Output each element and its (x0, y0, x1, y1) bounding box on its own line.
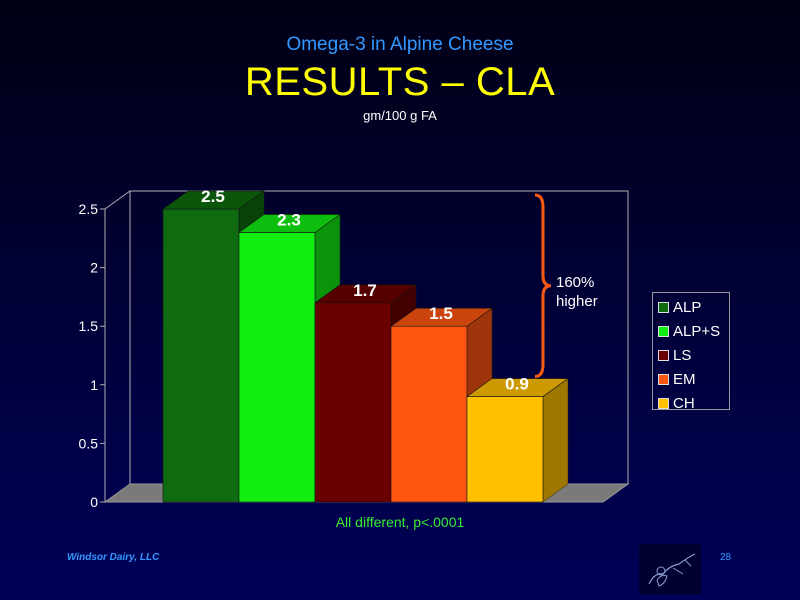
legend-item-em: EM (658, 367, 729, 391)
legend-item-ls: LS (658, 343, 729, 367)
chart-legend: ALP ALP+S LS EM CH (652, 292, 730, 412)
legend-item-alp-s: ALP+S (658, 319, 729, 343)
bar-top-alp (162, 190, 265, 210)
chart-side-wall-top (104, 190, 131, 210)
legend-label-ch: CH (673, 394, 695, 412)
data-label-alp-s: 2.3 (277, 210, 301, 229)
legend-item-alp: ALP (658, 295, 729, 319)
bar-em (390, 325, 468, 503)
logo-image (639, 544, 701, 594)
chart-title: RESULTS – CLA (244, 60, 556, 104)
annotation-line-1: 160% (556, 274, 595, 291)
page-number: 28 (720, 552, 732, 563)
legend-label-em: EM (673, 370, 696, 388)
legend-swatch-ch (658, 397, 669, 409)
legend-label-alp-s: ALP+S (673, 322, 721, 340)
annotation-line-2: higher (556, 293, 598, 310)
y-tick-label: 1.5 (79, 318, 99, 334)
chart-subtitle: Omega-3 in Alpine Cheese (286, 34, 514, 55)
legend-label-ls: LS (673, 346, 692, 364)
bar-top-ls (314, 284, 417, 304)
y-tick-label: 2.5 (79, 201, 99, 217)
legend-swatch-em (658, 373, 669, 385)
bar-top-alp-s (238, 214, 341, 233)
bar-ls (314, 302, 392, 503)
data-label-ls: 1.7 (353, 281, 377, 300)
bar-alp (162, 208, 240, 503)
units-label: gm/100 g FA (363, 108, 437, 123)
bar-alp-s (238, 232, 316, 503)
legend-swatch-alp (658, 301, 669, 313)
y-tick-label: 1 (90, 377, 98, 393)
bar-ch (466, 396, 544, 503)
bar-top-ch (466, 378, 569, 397)
bar-side-ch (542, 378, 569, 503)
data-label-em: 1.5 (429, 304, 453, 323)
annotation-brace (534, 193, 552, 379)
legend-swatch-ls (658, 349, 669, 361)
company-name: Windsor Dairy, LLC (67, 552, 160, 563)
legend-swatch-alp-s (658, 325, 669, 337)
legend-label-alp: ALP (673, 298, 702, 316)
difference-annotation: 160% higher (556, 273, 598, 311)
y-tick-label: 2 (90, 260, 98, 276)
logo-sketch-icon (648, 553, 696, 587)
bar-top-em (390, 307, 493, 327)
y-tick-label: 0.5 (79, 435, 99, 451)
data-label-ch: 0.9 (505, 375, 529, 394)
y-tick-label: 0 (90, 494, 98, 510)
legend-item-ch: CH (658, 391, 729, 415)
significance-footnote: All different, p<.0001 (335, 514, 465, 530)
data-label-alp: 2.5 (201, 187, 225, 206)
